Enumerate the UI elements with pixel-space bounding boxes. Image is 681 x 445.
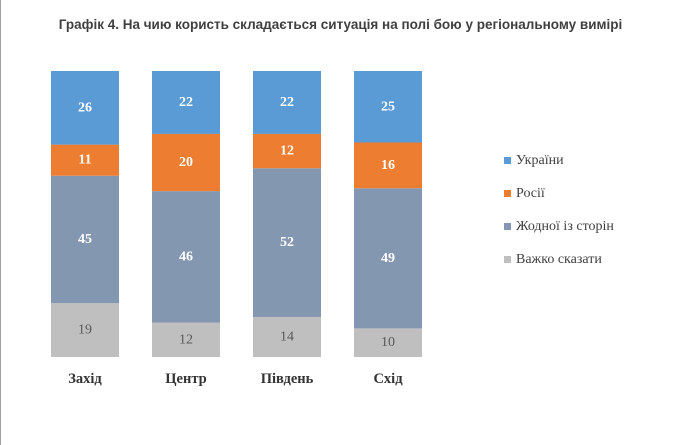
category-label-1: Захід (68, 371, 102, 387)
bar-segment-1-3 (51, 144, 119, 176)
data-label-4-2: 49 (381, 251, 395, 266)
bar-segment-2-2 (152, 191, 220, 323)
bar-segment-4-2 (354, 188, 422, 329)
bar-segment-4-1 (354, 328, 422, 357)
data-label-1-1: 19 (78, 323, 92, 338)
data-label-4-4: 25 (381, 99, 395, 114)
bar-segment-3-4 (253, 71, 321, 134)
data-label-1-4: 26 (78, 100, 92, 115)
bar-segment-2-4 (152, 71, 220, 134)
bar-segment-3-3 (253, 133, 321, 169)
legend-label-1: України (516, 152, 564, 168)
data-label-4-3: 16 (381, 158, 395, 173)
data-label-1-2: 45 (78, 232, 92, 247)
data-label-2-4: 22 (179, 95, 193, 110)
bar-segment-3-1 (253, 316, 321, 357)
bar-segment-2-1 (152, 322, 220, 357)
bar-segment-4-4 (354, 71, 422, 143)
legend-label-2: Росії (516, 185, 545, 201)
data-label-4-1: 10 (381, 335, 395, 350)
category-label-3: Південь (261, 371, 314, 387)
legend-item-2: Росії (504, 177, 614, 210)
legend-item-1: України (504, 144, 614, 177)
category-label-4: Схід (373, 371, 403, 387)
data-label-2-2: 46 (179, 249, 193, 264)
legend-swatch-2 (504, 190, 511, 197)
legend-swatch-3 (504, 223, 511, 230)
legend-item-4: Важко сказати (504, 243, 614, 276)
data-label-2-1: 12 (179, 332, 193, 347)
data-label-3-3: 12 (280, 144, 294, 159)
bar-segment-4-3 (354, 142, 422, 189)
legend-label-3: Жодної із сторін (516, 218, 614, 234)
bar-segment-1-1 (51, 303, 119, 357)
legend-label-4: Важко сказати (516, 251, 602, 267)
data-label-2-3: 20 (179, 155, 193, 170)
data-label-3-2: 52 (280, 235, 294, 250)
bar-segment-1-4 (51, 71, 119, 145)
category-label-2: Центр (165, 371, 206, 387)
data-label-1-3: 11 (78, 153, 91, 168)
data-label-3-1: 14 (280, 329, 294, 344)
chart-legend: України Росії Жодної із сторін Важко сказат… (504, 144, 614, 276)
frame-border (0, 0, 1, 445)
bar-segment-3-2 (253, 168, 321, 317)
legend-item-3: Жодної із сторін (504, 210, 614, 243)
legend-swatch-4 (504, 256, 511, 263)
chart-title: Графік 4. На чию користь складається сит… (58, 17, 623, 32)
data-label-3-4: 22 (280, 95, 294, 110)
bar-segment-2-3 (152, 133, 220, 192)
legend-swatch-1 (504, 157, 511, 164)
bar-segment-1-2 (51, 175, 119, 304)
